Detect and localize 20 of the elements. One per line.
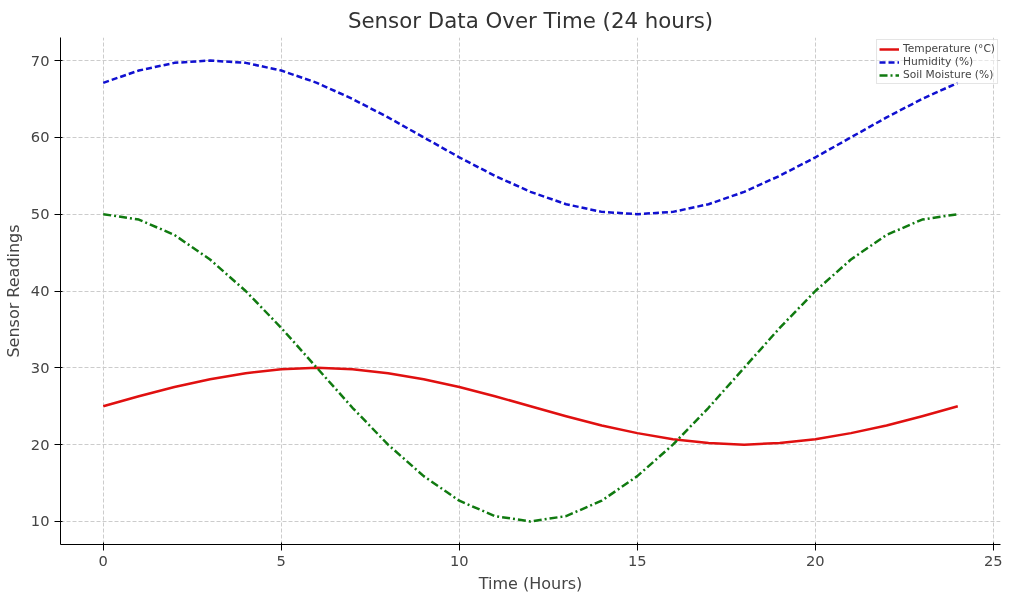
y-tick-label: 50 — [30, 205, 50, 223]
legend-label: Temperature (°C) — [903, 42, 995, 55]
y-tick-label: 40 — [30, 282, 50, 299]
y-tick-label: 60 — [30, 128, 50, 146]
legend-label: Soil Moisture (%) — [903, 68, 994, 81]
x-tick-label: 20 — [806, 551, 825, 569]
x-axis-title: Time (Hours) — [477, 573, 583, 593]
y-tick-label: 20 — [30, 435, 50, 453]
y-tick-label: 70 — [30, 51, 50, 69]
y-tick-label: 30 — [30, 358, 50, 376]
y-axis-title: Sensor Readings — [3, 224, 23, 358]
x-tick-label: 0 — [98, 551, 108, 569]
y-tick-label: 10 — [30, 512, 50, 530]
x-tick-label: 10 — [449, 551, 469, 569]
x-tick-label: 5 — [276, 551, 286, 569]
line-series — [101, 366, 960, 446]
x-tick-label: 15 — [627, 551, 647, 569]
x-tick-label: 25 — [984, 551, 1003, 569]
chart-title: Sensor Data Over Time (24 hours) — [347, 7, 714, 33]
legend-label: Humidity (%) — [903, 55, 974, 68]
